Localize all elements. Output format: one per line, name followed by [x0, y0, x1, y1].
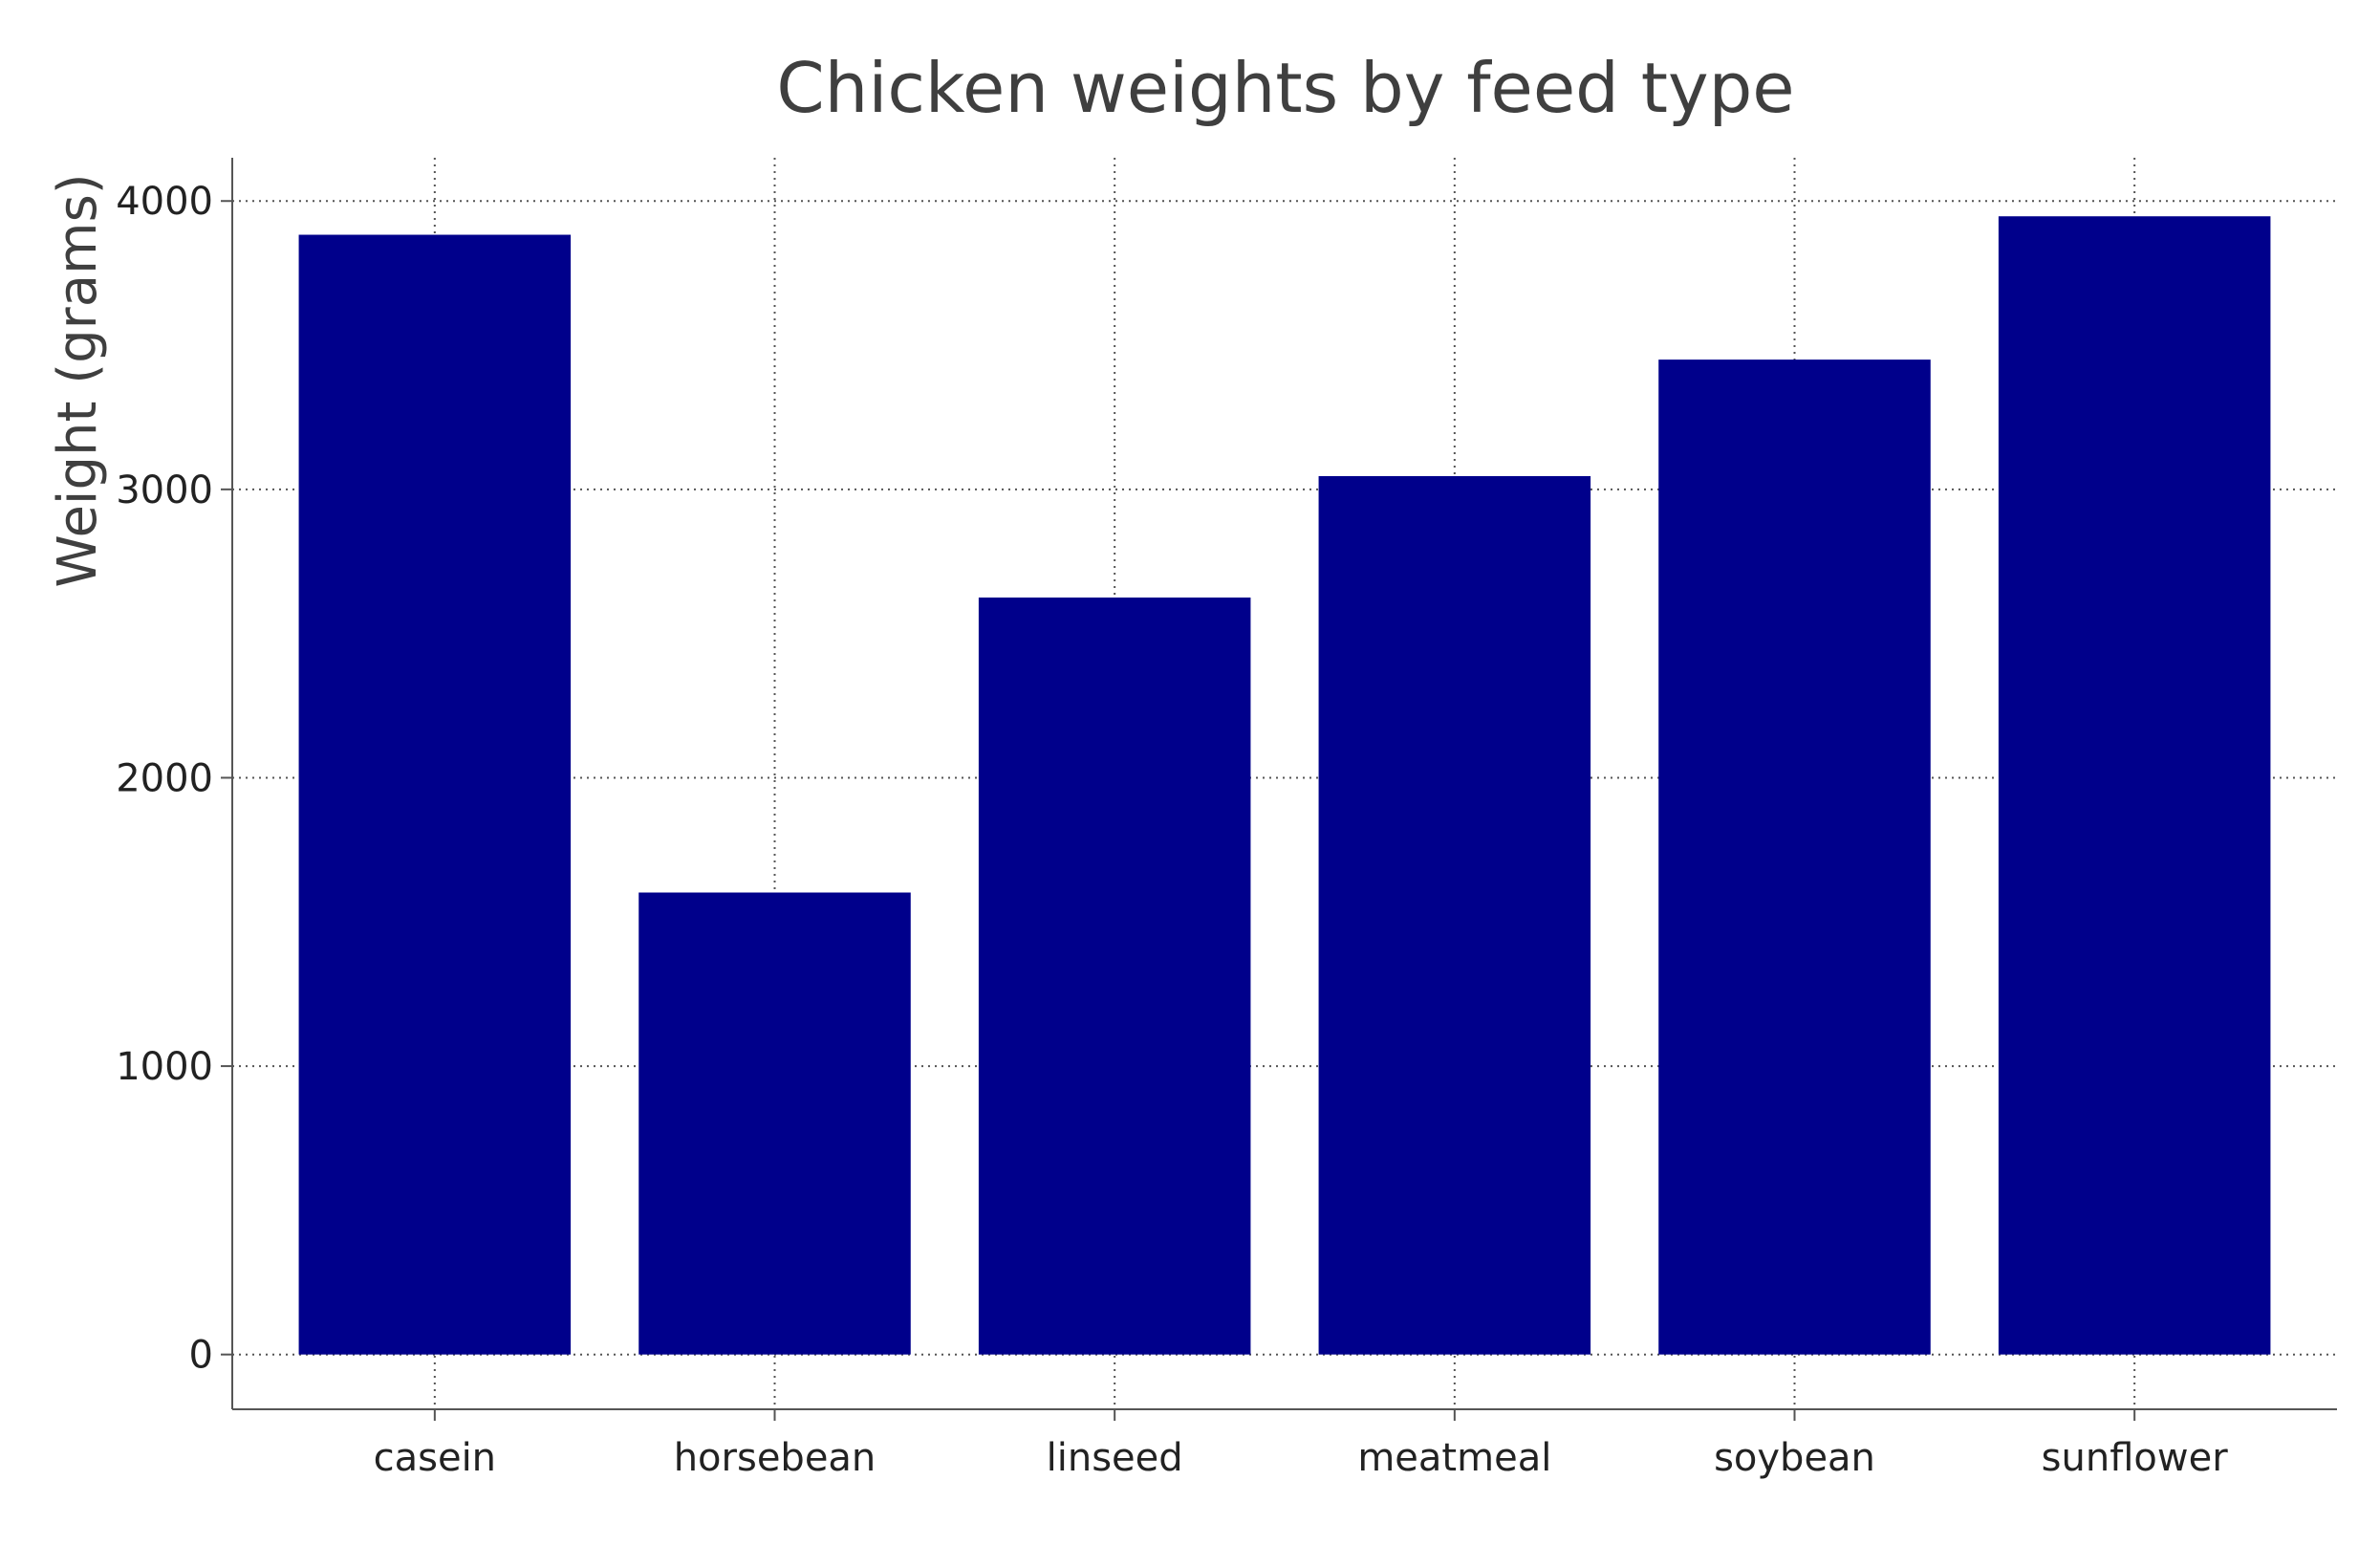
y-tick-label: 3000 [116, 468, 213, 512]
y-tick-label: 4000 [116, 180, 213, 224]
bar-meatmeal [1319, 476, 1591, 1355]
bar-linseed [979, 598, 1251, 1355]
x-tick-label: soybean [1714, 1436, 1875, 1480]
bar-horsebean [638, 893, 911, 1355]
bar-sunflower [1999, 216, 2271, 1354]
y-axis-title: Weight (grams) [47, 173, 109, 587]
y-tick-label: 0 [189, 1334, 213, 1378]
x-tick-label: horsebean [674, 1436, 876, 1480]
x-tick-label: linseed [1047, 1436, 1183, 1480]
y-tick-label: 2000 [116, 756, 213, 800]
bar-casein [299, 235, 572, 1355]
y-tick-label: 1000 [116, 1045, 213, 1089]
x-tick-label: casein [374, 1436, 496, 1480]
x-tick-label: sunflower [2042, 1436, 2229, 1480]
bar-layer [299, 216, 2271, 1354]
x-tick-label: meatmeal [1357, 1436, 1551, 1480]
bar-soybean [1658, 359, 1931, 1355]
chart-title: Chicken weights by feed type [776, 48, 1794, 128]
